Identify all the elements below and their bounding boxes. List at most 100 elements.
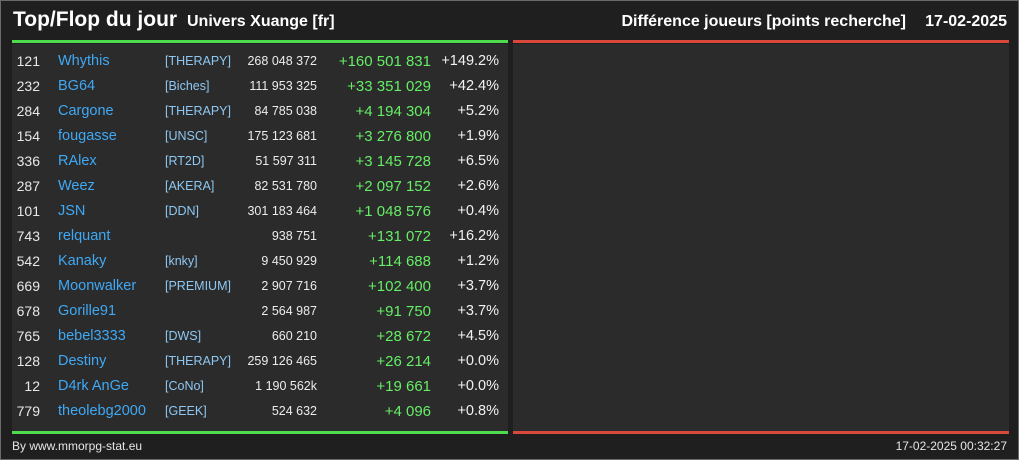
player-points: 524 632 — [271, 404, 317, 418]
player-alliance[interactable]: [UNSC] — [165, 129, 208, 143]
player-rank: 128 — [16, 353, 40, 369]
flop-footer-bar — [513, 431, 1009, 434]
player-point-gain: +91 750 — [376, 303, 431, 320]
player-percent-change: +3.7% — [457, 278, 499, 294]
player-name-link[interactable]: BG64 — [58, 78, 96, 94]
player-row: 743 relquant 938 751 +131 072 +16.2% — [12, 224, 508, 249]
player-row: 121 Whythis [THERAPY] 268 048 372 +160 501 8… — [12, 49, 508, 74]
player-rank: 542 — [16, 253, 40, 269]
player-name-link[interactable]: theolebg2000 — [58, 403, 146, 419]
player-row: 765 bebel3333 [DWS] 660 210 +28 672 +4.5% — [12, 324, 508, 349]
player-name-link[interactable]: JSN — [58, 203, 86, 219]
player-percent-change: +42.4% — [449, 78, 499, 94]
flop-header-bar — [513, 40, 1009, 43]
player-rank: 669 — [16, 278, 40, 294]
player-point-gain: +33 351 029 — [347, 78, 431, 95]
player-points: 1 190 562k — [255, 379, 317, 393]
player-row: 232 BG64 [Biches] 111 953 325 +33 351 029 +42… — [12, 74, 508, 99]
top-panel: 121 Whythis [THERAPY] 268 048 372 +160 501 8… — [12, 44, 508, 431]
player-row: 154 fougasse [UNSC] 175 123 681 +3 276 800 +1… — [12, 124, 508, 149]
player-percent-change: +2.6% — [457, 178, 499, 194]
player-alliance[interactable]: [AKERA] — [165, 179, 215, 193]
player-rank: 779 — [16, 403, 40, 419]
player-points: 938 751 — [271, 229, 317, 243]
player-alliance[interactable]: [CoNo] — [165, 379, 204, 393]
source-credit: By www.mmorpg-stat.eu — [12, 439, 143, 453]
player-name-link[interactable]: bebel3333 — [58, 328, 126, 344]
player-percent-change: +0.0% — [457, 353, 499, 369]
player-rank: 12 — [24, 378, 40, 394]
player-percent-change: +1.9% — [457, 128, 499, 144]
player-rank: 284 — [16, 103, 40, 119]
player-rank: 232 — [16, 78, 40, 94]
player-point-gain: +19 661 — [376, 378, 431, 395]
player-points: 84 785 038 — [254, 104, 317, 118]
player-point-gain: +102 400 — [368, 278, 431, 295]
player-alliance[interactable]: [RT2D] — [165, 154, 205, 168]
player-point-gain: +4 194 304 — [355, 103, 432, 120]
player-points: 268 048 372 — [247, 54, 317, 68]
universe-label: Univers Xuange [fr] — [187, 13, 335, 30]
player-rank: 743 — [16, 228, 40, 244]
player-alliance[interactable]: [THERAPY] — [165, 354, 231, 368]
player-row: 101 JSN [DDN] 301 183 464 +1 048 576 +0.4% — [12, 199, 508, 224]
player-points: 2 907 716 — [261, 279, 317, 293]
top-header-bar — [12, 40, 508, 43]
top-footer-bar — [12, 431, 508, 434]
player-point-gain: +1 048 576 — [355, 203, 432, 220]
player-name-link[interactable]: fougasse — [58, 128, 117, 144]
player-rank: 287 — [16, 178, 40, 194]
player-rank: 336 — [16, 153, 40, 169]
player-name-link[interactable]: relquant — [58, 228, 111, 244]
player-row: 542 Kanaky [knky] 9 450 929 +114 688 +1.2% — [12, 249, 508, 274]
player-alliance[interactable]: [Biches] — [165, 79, 210, 93]
player-alliance[interactable]: [THERAPY] — [165, 54, 231, 68]
player-percent-change: +0.8% — [457, 403, 499, 419]
player-name-link[interactable]: D4rk AnGe — [58, 378, 129, 394]
player-row: 128 Destiny [THERAPY] 259 126 465 +26 214 +0.… — [12, 349, 508, 374]
player-name-link[interactable]: Cargone — [58, 103, 114, 119]
player-rank: 154 — [16, 128, 40, 144]
player-row: 284 Cargone [THERAPY] 84 785 038 +4 194 304 +… — [12, 99, 508, 124]
player-alliance[interactable]: [PREMIUM] — [165, 279, 231, 293]
generated-timestamp: 17-02-2025 00:32:27 — [895, 439, 1007, 453]
player-percent-change: +4.5% — [457, 328, 499, 344]
player-percent-change: +0.0% — [457, 378, 499, 394]
player-percent-change: +6.5% — [457, 153, 499, 169]
player-points: 82 531 780 — [254, 179, 317, 193]
player-percent-change: +1.2% — [457, 253, 499, 269]
player-point-gain: +28 672 — [376, 328, 431, 345]
player-points: 175 123 681 — [247, 129, 317, 143]
player-row: 678 Gorille91 2 564 987 +91 750 +3.7% — [12, 299, 508, 324]
player-row: 336 RAlex [RT2D] 51 597 311 +3 145 728 +6.5% — [12, 149, 508, 174]
player-name-link[interactable]: Weez — [58, 178, 95, 194]
player-alliance[interactable]: [DWS] — [165, 329, 202, 343]
player-name-link[interactable]: Destiny — [58, 353, 107, 369]
player-name-link[interactable]: RAlex — [58, 153, 97, 169]
player-alliance[interactable]: [THERAPY] — [165, 104, 231, 118]
player-row: 12 D4rk AnGe [CoNo] 1 190 562k +19 661 +0.0% — [12, 374, 508, 399]
player-point-gain: +160 501 831 — [338, 53, 431, 70]
player-alliance[interactable]: [GEEK] — [165, 404, 207, 418]
player-point-gain: +4 096 — [384, 403, 431, 420]
player-rank: 765 — [16, 328, 40, 344]
player-name-link[interactable]: Moonwalker — [58, 278, 137, 294]
player-percent-change: +0.4% — [457, 203, 499, 219]
player-points: 111 953 325 — [249, 79, 317, 93]
player-alliance[interactable]: [knky] — [165, 254, 198, 268]
flop-panel — [513, 44, 1009, 431]
criteria-label: Différence joueurs [points recherche] — [621, 13, 906, 30]
player-point-gain: +2 097 152 — [355, 178, 432, 195]
player-name-link[interactable]: Whythis — [58, 53, 110, 69]
player-name-link[interactable]: Kanaky — [58, 253, 107, 269]
player-point-gain: +131 072 — [368, 228, 431, 245]
player-points: 51 597 311 — [255, 154, 317, 168]
player-name-link[interactable]: Gorille91 — [58, 303, 117, 319]
date-label: 17-02-2025 — [925, 13, 1007, 30]
player-percent-change: +5.2% — [457, 103, 499, 119]
player-alliance[interactable]: [DDN] — [165, 204, 200, 218]
player-row: 669 Moonwalker [PREMIUM] 2 907 716 +102 400 +… — [12, 274, 508, 299]
player-row: 287 Weez [AKERA] 82 531 780 +2 097 152 +2.6% — [12, 174, 508, 199]
player-point-gain: +114 688 — [369, 253, 431, 270]
